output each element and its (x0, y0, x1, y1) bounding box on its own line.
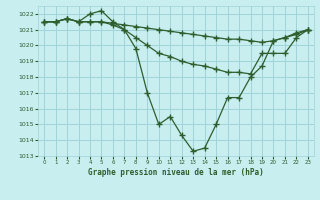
X-axis label: Graphe pression niveau de la mer (hPa): Graphe pression niveau de la mer (hPa) (88, 168, 264, 177)
